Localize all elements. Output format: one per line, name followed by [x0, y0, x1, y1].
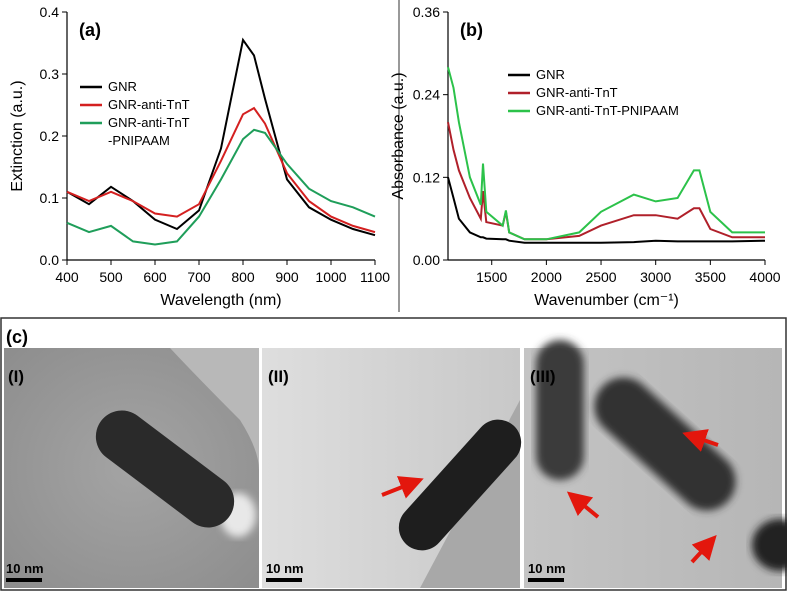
y-axis-label: Extinction (a.u.) [9, 80, 26, 191]
image-label: (III) [530, 367, 556, 386]
legend-label: GNR-anti-TnT-PNIPAAM [536, 103, 679, 118]
x-tick-label: 900 [275, 269, 299, 285]
x-tick-label: 400 [55, 269, 79, 285]
x-tick-label: 600 [143, 269, 167, 285]
nanorod [95, 410, 235, 528]
legend-label: GNR-anti-TnT -PNIPAAM [108, 115, 190, 148]
image-label: (II) [268, 367, 289, 386]
arrow [566, 491, 600, 519]
y-tick-label: 0.12 [413, 169, 440, 185]
arrow [682, 429, 719, 452]
tem-background [4, 348, 259, 470]
panel-label: (b) [460, 20, 483, 40]
series-line [66, 106, 376, 234]
nanorod [594, 377, 736, 511]
y-tick-label: 0.4 [40, 4, 60, 20]
x-axis-label: Wavenumber (cm⁻¹) [534, 292, 679, 309]
x-tick-label: 4000 [749, 269, 780, 285]
y-tick-label: 0.3 [40, 66, 60, 82]
x-tick-label: 1500 [476, 269, 507, 285]
scale-bar [528, 578, 564, 582]
x-tick-label: 2500 [585, 269, 616, 285]
x-tick-label: 1000 [315, 269, 346, 285]
x-tick-label: 500 [99, 269, 123, 285]
y-tick-label: 0.00 [413, 252, 440, 268]
y-tick-label: 0.0 [40, 252, 60, 268]
legend-label: GNR-anti-TnT [108, 97, 190, 112]
series-line [447, 122, 765, 241]
scale-bars [6, 578, 564, 582]
y-tick-label: 0.1 [40, 190, 60, 206]
legend-label: GNR [108, 79, 137, 94]
nanorod [752, 519, 787, 571]
panel-label: (a) [79, 20, 101, 40]
y-tick-label: 0.2 [40, 128, 60, 144]
series-line [66, 128, 376, 246]
scale-bar [6, 578, 42, 582]
scale-bar [266, 578, 302, 582]
nanorod [398, 419, 522, 551]
nanorod [536, 340, 584, 480]
legend-label: GNR [536, 67, 565, 82]
series-line [447, 177, 766, 244]
y-axis-label: Absorbance (a.u.) [390, 72, 407, 199]
x-tick-label: 2000 [531, 269, 562, 285]
scale-label: 10 nm [266, 561, 304, 576]
x-tick-label: 700 [187, 269, 211, 285]
x-tick-label: 3000 [640, 269, 671, 285]
image-label: (I) [8, 367, 24, 386]
series-line [447, 66, 765, 241]
y-tick-label: 0.36 [413, 4, 440, 20]
arrow [381, 476, 424, 499]
x-axis-label: Wavelength (nm) [160, 292, 281, 309]
x-tick-label: 1100 [360, 269, 390, 285]
scale-label: 10 nm [528, 561, 566, 576]
x-tick-label: 800 [231, 269, 255, 285]
x-tick-label: 3500 [695, 269, 726, 285]
y-tick-label: 0.24 [413, 87, 440, 103]
arrow [690, 535, 717, 564]
panel-frame [0, 317, 787, 591]
legend-label: GNR-anti-TnT [536, 85, 618, 100]
scale-label: 10 nm [6, 561, 44, 576]
panel-label: (c) [6, 327, 28, 347]
series-line [66, 37, 376, 237]
